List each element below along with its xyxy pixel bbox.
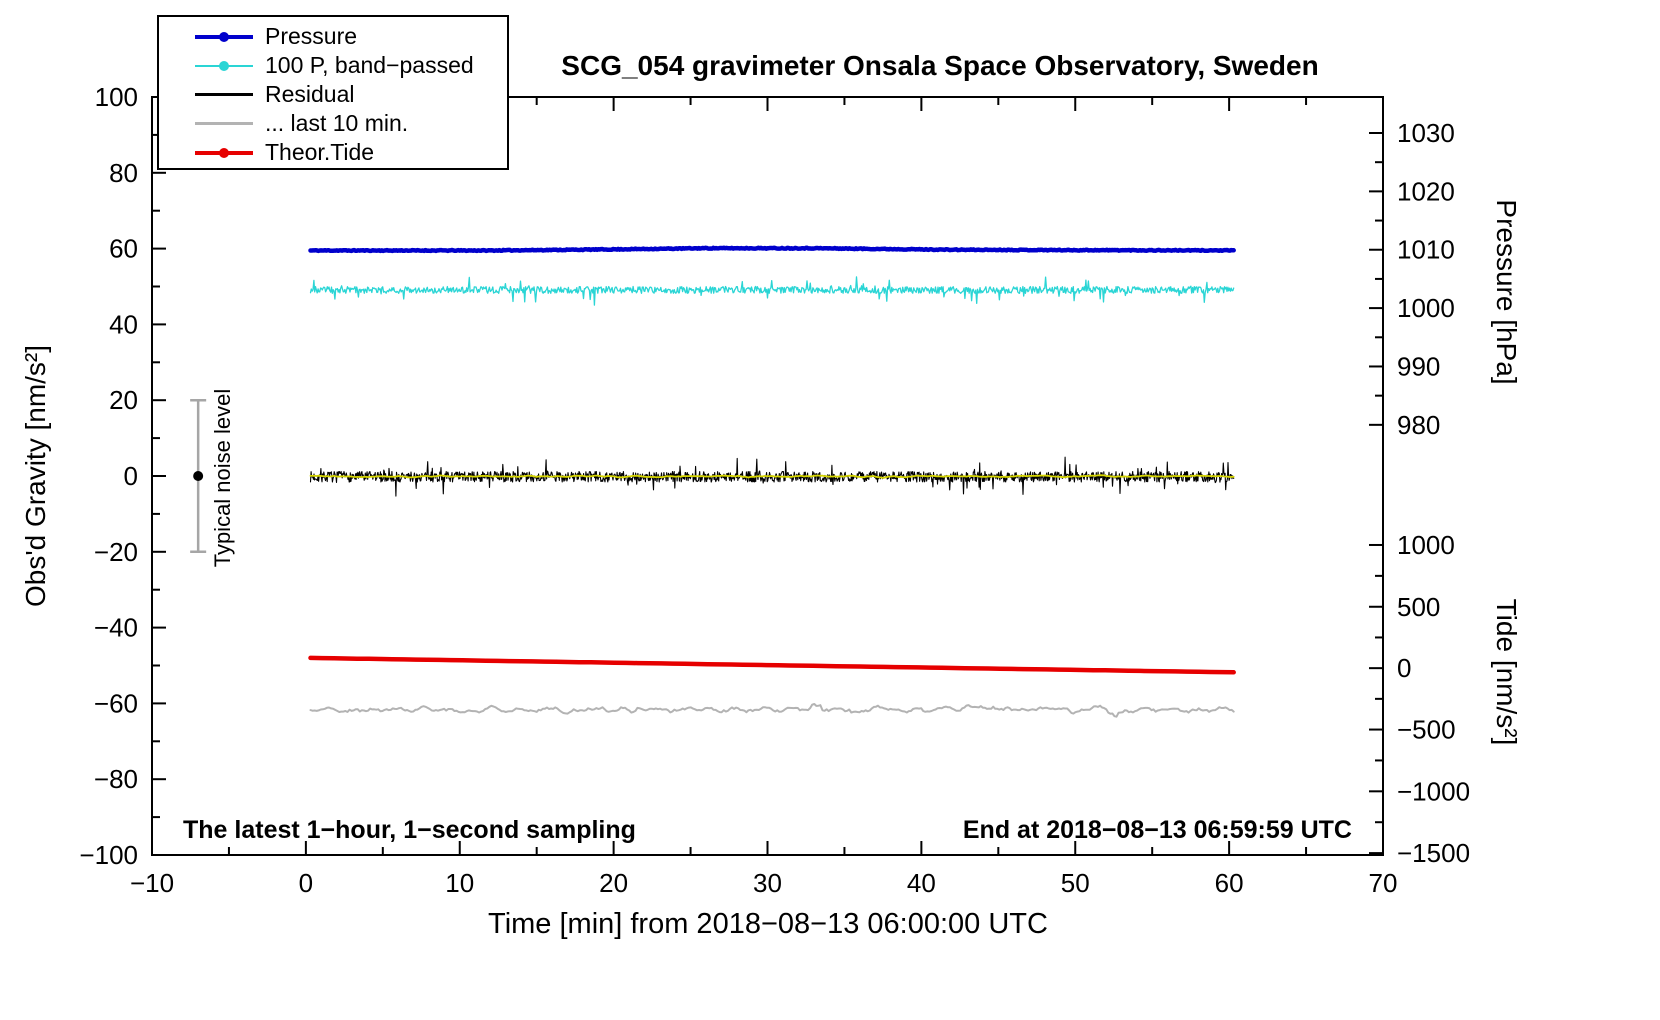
- tick-label: 1030: [1397, 118, 1455, 148]
- annotation-sampling: The latest 1−hour, 1−second sampling: [183, 816, 636, 844]
- tick-label: −60: [94, 688, 138, 718]
- tick-label: 0: [299, 868, 313, 898]
- y-left-ticks: −100 −80 −60 −40 −20 0 20 40 60 80 100: [79, 82, 166, 870]
- tick-label: 40: [109, 309, 138, 339]
- tick-label: −1000: [1397, 776, 1470, 806]
- tick-label: 30: [753, 868, 782, 898]
- legend-item-pressure: Pressure: [159, 22, 507, 51]
- noise-level-label: Typical noise level: [210, 388, 235, 568]
- tick-label: 990: [1397, 351, 1440, 381]
- tick-label: −1500: [1397, 838, 1470, 868]
- tick-label: 50: [1061, 868, 1090, 898]
- legend-item-theor-tide: Theor.Tide: [159, 138, 507, 167]
- series-theor-tide: [308, 655, 1236, 675]
- series-pressure: [308, 245, 1236, 254]
- tick-label: 1020: [1397, 176, 1455, 206]
- tick-label: 40: [907, 868, 936, 898]
- series-100-p-band-passed: [309, 276, 1235, 306]
- legend-dot-pressure: [219, 31, 229, 42]
- legend-line-pressure: [195, 31, 253, 42]
- tick-label: −40: [94, 613, 138, 643]
- tick-label: −10: [130, 868, 174, 898]
- tick-label: 60: [1215, 868, 1244, 898]
- legend-item-band-passed: 100 P, band−passed: [159, 51, 507, 80]
- tick-label: 60: [109, 234, 138, 264]
- legend-line-band-passed: [195, 60, 253, 71]
- tick-label: 0: [124, 461, 138, 491]
- x-axis-ticks: −10 0 10 20 30 40 50 60 70: [130, 97, 1398, 898]
- y-axis-label-gravity: Obs'd Gravity [nm/s²]: [20, 344, 51, 608]
- series-residual: [309, 456, 1235, 497]
- y-axis-label-tide: Tide [nm/s²]: [1491, 598, 1522, 746]
- tick-label: 500: [1397, 592, 1440, 622]
- legend-dot-theor-tide: [219, 147, 229, 158]
- legend-dot-band-passed: [219, 60, 229, 71]
- tick-label: 980: [1397, 410, 1440, 440]
- legend-label-band-passed: 100 P, band−passed: [265, 52, 474, 78]
- tick-label: 1000: [1397, 530, 1455, 560]
- chart-title: SCG_054 gravimeter Onsala Space Observat…: [561, 50, 1319, 81]
- y-right-pressure-ticks: 1030 1020 1010 1000 990 980: [1369, 118, 1455, 440]
- tick-label: 10: [445, 868, 474, 898]
- tick-label: 80: [109, 158, 138, 188]
- legend-line-last-10-min: [195, 122, 253, 125]
- legend-label-pressure: Pressure: [265, 23, 358, 49]
- tick-label: −100: [79, 840, 138, 870]
- tick-label: 70: [1369, 868, 1398, 898]
- tick-label: −500: [1397, 715, 1456, 745]
- legend-label-last-10-min: ... last 10 min.: [265, 110, 409, 136]
- tick-label: 1010: [1397, 235, 1455, 265]
- tick-label: −80: [94, 764, 138, 794]
- series-last-10-min: [309, 703, 1235, 718]
- noise-level-marker: [190, 398, 207, 554]
- tick-label: 20: [599, 868, 628, 898]
- y-axis-label-pressure: Pressure [hPa]: [1491, 199, 1522, 385]
- series-residual-smoothed-yellow-overlay: [309, 474, 1235, 479]
- noise-level-dot: [193, 471, 204, 481]
- x-axis-label: Time [min] from 2018−08−13 06:00:00 UTC: [488, 908, 1048, 940]
- tick-label: 20: [109, 385, 138, 415]
- annotation-end-time: End at 2018−08−13 06:59:59 UTC: [962, 816, 1352, 844]
- legend-label-residual: Residual: [265, 81, 355, 107]
- tick-label: 0: [1397, 653, 1411, 683]
- tick-label: 100: [95, 82, 138, 112]
- legend-label-theor-tide: Theor.Tide: [265, 139, 375, 165]
- legend-item-residual: Residual: [159, 80, 507, 109]
- legend-line-residual: [195, 93, 253, 96]
- y-right-tide-ticks: 1000 500 0 −500 −1000 −1500: [1369, 530, 1470, 868]
- tick-label: 1000: [1397, 293, 1455, 323]
- legend-item-last-10-min: ... last 10 min.: [159, 109, 507, 138]
- tick-label: −20: [94, 537, 138, 567]
- legend: Pressure 100 P, band−passed Residual ...…: [157, 15, 509, 170]
- legend-line-theor-tide: [195, 147, 253, 158]
